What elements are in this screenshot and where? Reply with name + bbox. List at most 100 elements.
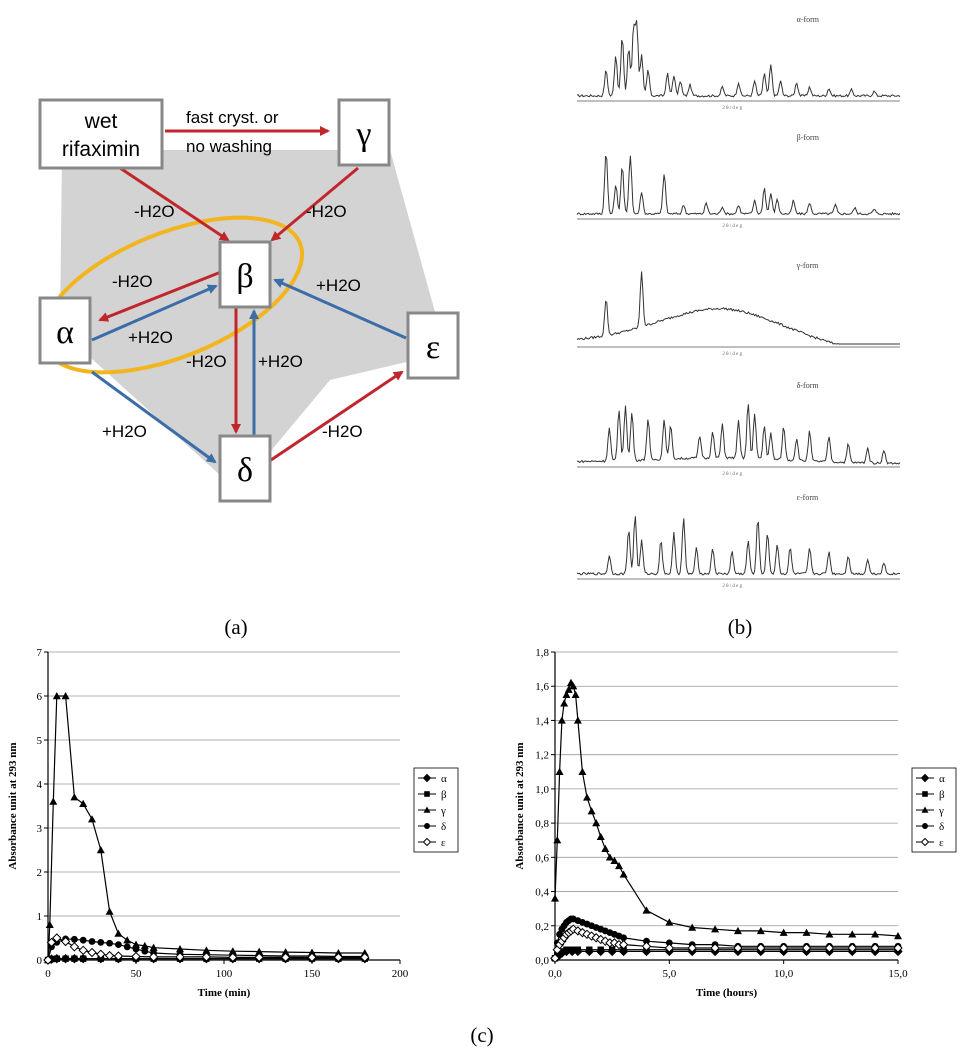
y-tick-label: 1 <box>37 911 43 923</box>
legend-swatch-marker <box>422 837 432 847</box>
data-point <box>60 936 71 947</box>
data-point <box>202 946 211 954</box>
xrd-pattern-0: α-form 2 θ / d e g <box>576 15 901 111</box>
data-point <box>620 934 627 942</box>
data-point <box>619 870 628 878</box>
series-4 <box>43 933 370 965</box>
data-point <box>605 853 614 861</box>
node-epsilon: ε <box>406 311 460 380</box>
edge-label-gamma-beta: -H2O <box>306 202 347 221</box>
data-point <box>573 716 582 724</box>
data-point <box>148 952 159 962</box>
legend-label: δ <box>939 821 944 833</box>
node-alpha: α <box>38 296 92 365</box>
xrd-trace-2 <box>576 271 900 345</box>
series-line-3 <box>47 938 365 961</box>
data-point <box>564 685 573 693</box>
x-tick-label: 5,0 <box>662 968 676 980</box>
edge-gamma-beta <box>270 166 359 242</box>
y-tick-label: 0,2 <box>535 921 549 933</box>
edge-label-delta-beta: +H2O <box>258 352 303 371</box>
y-tick-label: 1,4 <box>535 715 549 727</box>
data-point <box>115 941 122 948</box>
legend-swatch-marker <box>920 837 930 847</box>
xrd-axis-label-4: 2 θ / d e g <box>722 584 742 589</box>
legend-label: β <box>939 789 945 801</box>
data-point <box>664 943 675 953</box>
data-point <box>550 953 560 963</box>
data-point <box>123 943 131 951</box>
data-point <box>141 947 149 955</box>
data-point <box>113 951 124 961</box>
node-beta: β <box>218 240 272 309</box>
data-point <box>778 943 789 953</box>
xrd-form-label-0: α-form <box>797 15 820 24</box>
data-point <box>801 943 812 953</box>
data-point <box>573 926 583 936</box>
data-point <box>894 932 902 940</box>
xrd-axis-label-3: 2 θ / d e g <box>722 472 742 477</box>
series-line-0 <box>554 950 898 959</box>
data-point <box>825 930 834 938</box>
y-tick-label: 0,0 <box>535 955 549 967</box>
data-point <box>43 955 53 965</box>
data-point <box>610 856 619 864</box>
data-point <box>551 894 559 902</box>
x-tick-label: 200 <box>392 968 409 980</box>
data-point <box>71 935 78 943</box>
data-point <box>52 692 61 700</box>
data-point <box>49 797 58 805</box>
data-point <box>597 946 604 953</box>
data-point <box>756 943 766 953</box>
data-point <box>106 939 113 947</box>
legend-label: α <box>939 773 945 785</box>
edge-delta-epsilon <box>267 370 404 464</box>
y-tick-label: 0,4 <box>535 887 549 899</box>
xrd-pattern-1: β-form 2 θ / d e g <box>576 133 901 229</box>
data-point <box>149 943 158 951</box>
data-point <box>824 943 835 953</box>
edge-wet-beta <box>119 166 230 242</box>
y-tick-label: 1,2 <box>535 750 549 762</box>
data-point <box>601 844 610 852</box>
data-point <box>88 938 96 945</box>
data-point <box>871 930 880 938</box>
data-point <box>733 943 743 953</box>
legend-label: δ <box>441 821 446 833</box>
y-tick-label: 1,0 <box>535 784 549 796</box>
data-point <box>280 952 291 963</box>
edge-alpha-delta <box>91 370 217 464</box>
data-point <box>87 947 97 958</box>
data-point <box>592 819 601 827</box>
data-point <box>360 952 370 963</box>
data-point <box>688 923 697 931</box>
edge-label-epsilon-beta: +H2O <box>316 276 361 295</box>
data-point <box>893 943 903 953</box>
legend-swatch-marker <box>424 823 430 829</box>
data-point <box>140 941 149 950</box>
data-point <box>132 945 140 953</box>
data-point <box>175 952 185 962</box>
series-4 <box>550 924 903 963</box>
legend-label: γ <box>440 805 446 817</box>
panel-label-b: (b) <box>728 615 753 639</box>
legend-swatch-marker <box>922 823 928 829</box>
panel-label-c: (c) <box>470 1023 493 1047</box>
edge-epsilon-beta <box>273 278 407 340</box>
data-point <box>615 861 624 870</box>
data-point <box>578 767 587 775</box>
node-wet-label-line1: wet <box>84 110 118 133</box>
data-point <box>779 928 788 936</box>
data-point <box>600 936 611 946</box>
data-point <box>228 952 238 963</box>
data-point <box>571 690 580 698</box>
xrd-axis-label-0: 2 θ / d e g <box>722 106 742 111</box>
data-point <box>333 952 344 963</box>
data-point <box>710 943 720 953</box>
edge-label-wet-gamma-line1: fast cryst. or <box>186 108 279 127</box>
data-point <box>52 933 62 943</box>
data-point <box>586 946 593 953</box>
